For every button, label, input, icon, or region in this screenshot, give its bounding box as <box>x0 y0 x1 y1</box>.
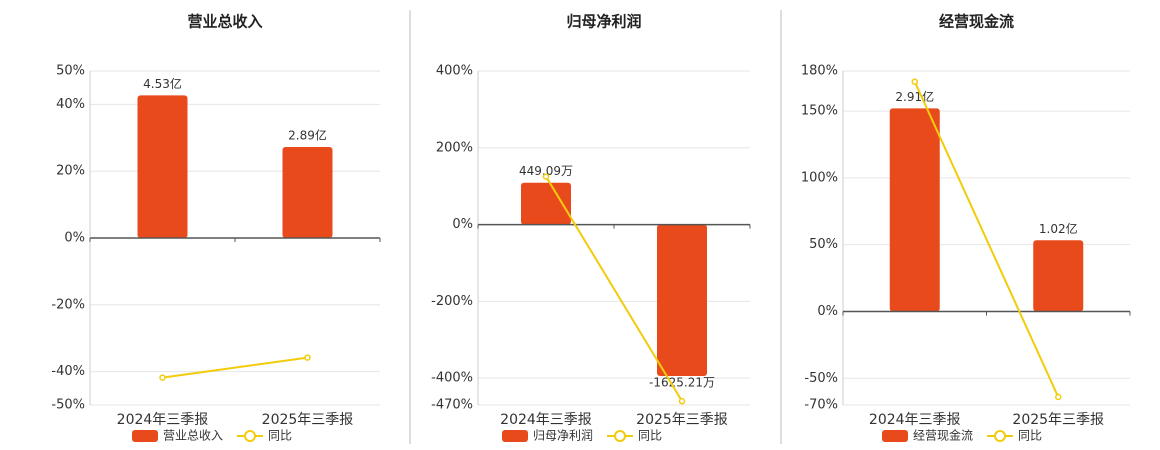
y-tick-label: 0% <box>64 231 85 246</box>
line <box>913 81 1060 398</box>
y-tick-label: -50% <box>804 371 838 386</box>
x-tick-label: 2024年三季报 <box>117 412 209 428</box>
legend-item: 同比 <box>237 429 292 443</box>
bar <box>521 182 571 225</box>
bar <box>889 108 940 312</box>
legend-swatch <box>614 430 627 442</box>
chart-title: 归母净利润 <box>566 13 641 31</box>
y-tick-label: -50% <box>51 398 85 413</box>
bar <box>282 147 333 238</box>
data-label: 449.09万 <box>519 164 573 178</box>
x-tick-label: 2025年三季报 <box>636 412 728 428</box>
line-point <box>1055 393 1062 401</box>
line-point <box>911 78 918 85</box>
y-tick-label: 50% <box>809 237 838 252</box>
data-label: 4.53亿 <box>143 76 182 91</box>
y-tick-label: -20% <box>51 297 85 312</box>
legend-label: 同比 <box>1018 429 1042 443</box>
legend-item: 营业总收入 <box>132 429 223 443</box>
x-tick-label: 2025年三季报 <box>262 412 354 428</box>
legend-item: 经营现金流 <box>882 428 973 443</box>
legend-label: 同比 <box>268 429 292 443</box>
legend-label: 经营现金流 <box>913 428 973 443</box>
legend-item: 同比 <box>607 429 662 443</box>
chart-title: 营业总收入 <box>187 13 262 31</box>
x-tick-label: 2025年三季报 <box>1012 412 1104 428</box>
bar <box>1033 240 1084 312</box>
data-label: 1.02亿 <box>1039 221 1078 236</box>
y-tick-label: 0% <box>817 304 838 319</box>
bar <box>137 95 188 239</box>
bar <box>657 224 707 377</box>
y-tick-label: -40% <box>51 364 85 379</box>
legend-swatch <box>882 430 908 442</box>
line-point <box>542 173 550 180</box>
y-tick-label: 150% <box>801 104 838 119</box>
y-tick-label: 40% <box>56 97 85 112</box>
legend-label: 同比 <box>638 429 662 443</box>
x-tick-label: 2024年三季报 <box>869 412 961 428</box>
line-point <box>304 354 311 361</box>
y-tick-label: 180% <box>801 64 838 79</box>
data-label: 2.89亿 <box>288 128 327 143</box>
line-point <box>159 374 166 381</box>
line <box>162 356 308 379</box>
y-tick-label: 0% <box>452 217 473 232</box>
line-point <box>678 397 686 405</box>
y-tick-label: 400% <box>436 64 473 79</box>
data-label: -1625.21万 <box>649 376 715 390</box>
y-tick-label: -400% <box>431 371 473 386</box>
legend-item: 归母净利润 <box>502 429 593 443</box>
legend-swatch <box>994 430 1007 442</box>
legend-label: 营业总收入 <box>163 429 223 443</box>
y-tick-label: 100% <box>801 170 838 185</box>
chart-title: 经营现金流 <box>939 13 1014 31</box>
y-tick-label: 200% <box>436 140 473 155</box>
legend-label: 归母净利润 <box>533 429 593 443</box>
legend-item: 同比 <box>987 429 1042 443</box>
data-label: 2.91亿 <box>895 89 934 104</box>
x-tick-label: 2024年三季报 <box>500 412 592 428</box>
legend-swatch <box>244 430 257 442</box>
legend-swatch <box>502 430 528 442</box>
y-tick-label: 50% <box>56 64 85 79</box>
y-tick-label: -200% <box>431 294 473 309</box>
y-tick-label: -470% <box>431 398 473 413</box>
y-tick-label: -70% <box>804 398 838 413</box>
y-tick-label: 20% <box>56 164 85 179</box>
line <box>545 176 683 402</box>
legend-swatch <box>132 430 158 442</box>
